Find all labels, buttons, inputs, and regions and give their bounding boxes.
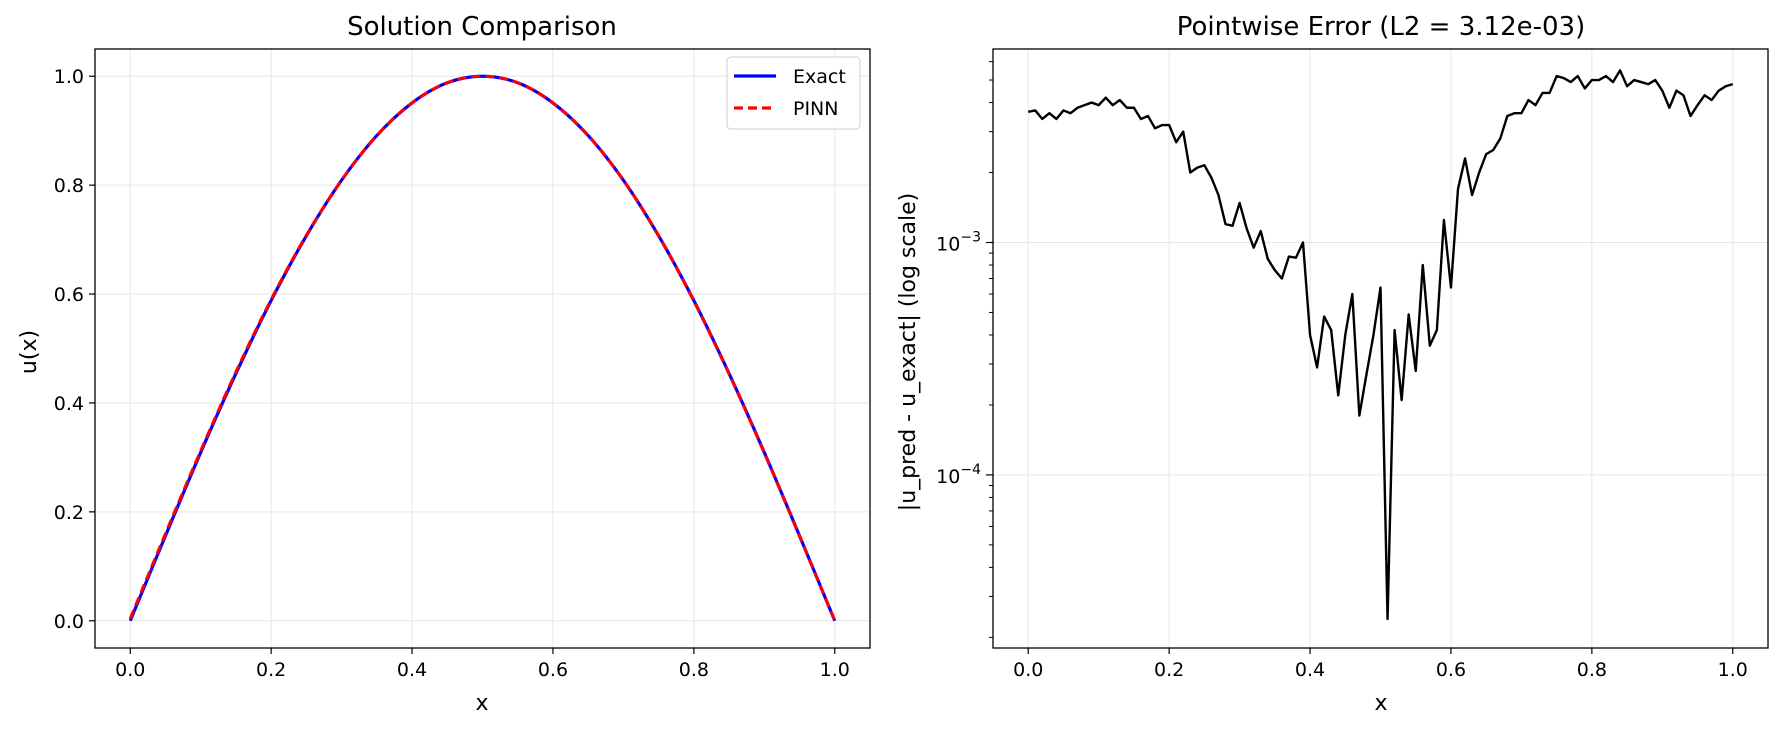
right-x-ticks: 0.0 0.2 0.4 0.6 0.8 1.0 — [1013, 648, 1748, 681]
pointwise-error-plot: 0.0 0.2 0.4 0.6 0.8 1.0 10−410−3 Pointwise Er… — [896, 12, 1769, 716]
left-y-tick-label: 0.0 — [54, 611, 84, 633]
left-plot-title: Solution Comparison — [347, 12, 617, 42]
right-x-tick-label: 0.0 — [1013, 659, 1043, 681]
left-x-tick-label: 0.4 — [397, 659, 427, 681]
left-x-axis-label: x — [475, 691, 488, 716]
right-x-tick-label: 0.4 — [1295, 659, 1325, 681]
right-y-tick-label: 10−4 — [936, 462, 981, 488]
right-x-tick-label: 1.0 — [1718, 659, 1748, 681]
right-y-tick-label: 10−3 — [936, 229, 981, 255]
left-x-tick-label: 0.6 — [538, 659, 568, 681]
right-y-tick-base: 10 — [936, 466, 960, 488]
left-y-tick-label: 0.8 — [54, 175, 84, 197]
left-y-tick-label: 1.0 — [54, 66, 84, 88]
right-x-tick-label: 0.2 — [1154, 659, 1184, 681]
left-y-axis-label: u(x) — [17, 330, 42, 374]
left-x-ticks: 0.0 0.2 0.4 0.6 0.8 1.0 — [115, 648, 850, 681]
right-lines — [1028, 69, 1734, 621]
legend-exact-label: Exact — [793, 66, 846, 88]
left-x-tick-label: 0.8 — [679, 659, 709, 681]
right-y-tick-exponent: −3 — [960, 229, 981, 245]
right-y-ticks: 10−410−3 — [936, 61, 993, 638]
left-lines — [128, 74, 837, 622]
left-grid — [95, 49, 870, 648]
right-grid — [993, 49, 1768, 648]
left-y-ticks: 0.0 0.2 0.4 0.6 0.8 1.0 — [54, 66, 95, 633]
right-y-tick-exponent: −4 — [960, 462, 981, 478]
right-plot-title: Pointwise Error (L2 = 3.12e-03) — [1177, 12, 1585, 42]
right-x-tick-label: 0.6 — [1436, 659, 1466, 681]
right-y-tick-base: 10 — [936, 233, 960, 255]
series-line-exact — [128, 74, 837, 622]
right-y-axis-label: |u_pred - u_exact| (log scale) — [896, 193, 921, 511]
legend-pinn-label: PINN — [793, 98, 839, 120]
error-line — [1028, 69, 1734, 621]
right-x-axis-label: x — [1374, 691, 1387, 716]
left-y-tick-label: 0.6 — [54, 284, 84, 306]
left-x-tick-label: 0.2 — [256, 659, 286, 681]
left-x-tick-label: 1.0 — [820, 659, 850, 681]
right-x-tick-label: 0.8 — [1577, 659, 1607, 681]
legend: Exact PINN — [726, 56, 861, 130]
left-x-tick-label: 0.0 — [115, 659, 145, 681]
left-y-tick-label: 0.4 — [54, 393, 84, 415]
left-y-tick-label: 0.2 — [54, 502, 84, 524]
left-axes-frame — [94, 48, 871, 649]
solution-comparison-plot: 0.0 0.2 0.4 0.6 0.8 1.0 0.0 0.2 0.4 0.6 0.8 1.0 So… — [17, 12, 871, 716]
series-line-pinn — [128, 74, 837, 622]
right-axes-frame — [992, 48, 1769, 649]
